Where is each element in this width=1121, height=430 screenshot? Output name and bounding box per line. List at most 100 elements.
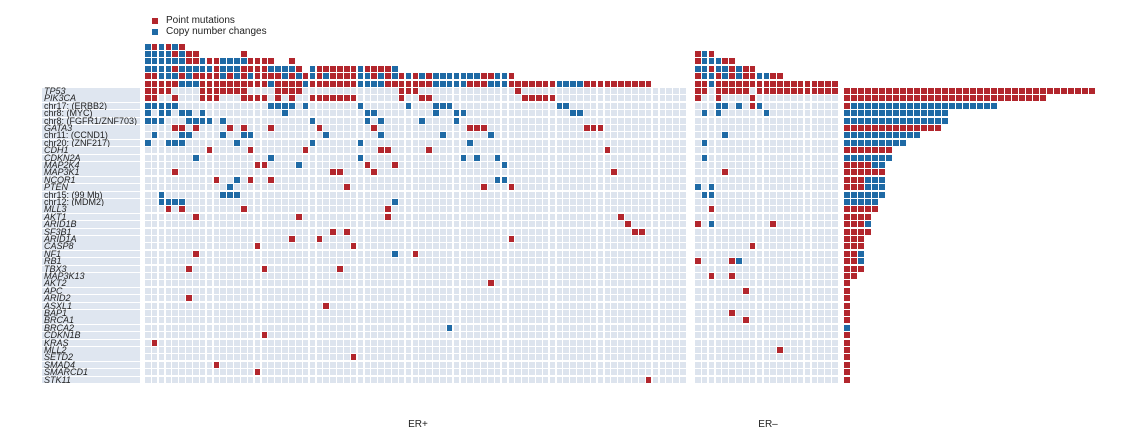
empty-cell <box>680 354 686 361</box>
empty-cell <box>206 361 213 368</box>
empty-cell <box>213 295 220 302</box>
empty-cell <box>391 361 398 368</box>
empty-cell <box>563 236 570 242</box>
empty-cell <box>234 243 240 250</box>
empty-cell <box>439 213 446 220</box>
sample-bar-mutation-square <box>241 51 247 57</box>
empty-cell <box>618 191 624 198</box>
empty-cell <box>494 147 501 154</box>
empty-cell <box>536 228 542 235</box>
empty-cell <box>405 250 412 257</box>
empty-cell <box>797 199 804 205</box>
empty-cell <box>729 154 735 161</box>
empty-cell <box>666 376 672 383</box>
empty-cell <box>749 139 756 146</box>
empty-cell <box>433 228 439 235</box>
empty-cell <box>784 332 790 339</box>
empty-cell <box>412 332 419 339</box>
empty-cell <box>261 199 268 205</box>
empty-cell <box>357 287 364 294</box>
empty-cell <box>481 273 487 279</box>
sample-bar-cna-square <box>439 73 446 80</box>
empty-cell <box>145 265 151 272</box>
sample-bar-mutation-square <box>743 65 749 72</box>
gene-label: ASXL1 <box>42 301 140 310</box>
empty-cell <box>323 213 329 220</box>
empty-cell <box>364 88 371 94</box>
empty-cell <box>584 236 590 242</box>
sample-bar-mutation-square <box>522 80 528 87</box>
empty-cell <box>701 206 708 213</box>
empty-cell <box>412 273 419 279</box>
sample-bar-mutation-square <box>749 65 756 72</box>
empty-cell <box>494 265 501 272</box>
empty-cell <box>522 228 528 235</box>
empty-cell <box>426 236 432 242</box>
empty-cell <box>522 139 528 146</box>
empty-cell <box>186 361 192 368</box>
empty-cell <box>611 273 618 279</box>
empty-cell <box>405 295 412 302</box>
empty-cell <box>467 191 473 198</box>
empty-cell <box>261 132 268 139</box>
empty-cell <box>158 139 165 146</box>
empty-cell <box>756 221 763 228</box>
empty-cell <box>343 354 350 361</box>
empty-cell <box>391 354 398 361</box>
empty-cell <box>199 139 206 146</box>
empty-cell <box>743 250 749 257</box>
empty-cell <box>337 221 343 228</box>
empty-cell <box>398 162 405 168</box>
empty-cell <box>508 139 515 146</box>
empty-cell <box>254 221 261 228</box>
empty-cell <box>563 221 570 228</box>
empty-cell <box>145 184 151 191</box>
empty-cell <box>529 317 535 324</box>
empty-cell <box>715 250 722 257</box>
gene-bar-mutation-square <box>900 95 906 102</box>
empty-cell <box>412 339 419 346</box>
empty-cell <box>680 110 686 117</box>
gene-label: PTEN <box>42 183 140 191</box>
empty-cell <box>357 273 364 279</box>
empty-cell <box>439 228 446 235</box>
empty-cell <box>467 376 473 383</box>
empty-cell <box>398 317 405 324</box>
empty-cell <box>515 102 522 109</box>
empty-cell <box>625 302 631 309</box>
empty-cell <box>638 332 645 339</box>
empty-cell <box>680 125 686 131</box>
empty-cell <box>549 324 556 331</box>
empty-cell <box>729 339 735 346</box>
empty-cell <box>193 280 199 287</box>
gene-label: KRAS <box>42 338 140 347</box>
empty-cell <box>398 332 405 339</box>
empty-cell <box>179 102 185 109</box>
empty-cell <box>818 250 825 257</box>
empty-cell <box>729 110 735 117</box>
sample-bar-mutation-square <box>337 80 343 87</box>
sample-bar-cna-square <box>165 51 172 57</box>
empty-cell <box>151 191 158 198</box>
copy-number-cell <box>439 132 446 139</box>
empty-cell <box>199 147 206 154</box>
empty-cell <box>186 302 192 309</box>
empty-cell <box>777 154 783 161</box>
empty-cell <box>756 361 763 368</box>
empty-cell <box>522 221 528 228</box>
empty-cell <box>770 265 777 272</box>
empty-cell <box>570 295 576 302</box>
empty-cell <box>460 332 467 339</box>
empty-cell <box>193 147 199 154</box>
empty-cell <box>186 339 192 346</box>
empty-cell <box>597 354 604 361</box>
empty-cell <box>247 213 254 220</box>
empty-cell <box>590 154 597 161</box>
empty-cell <box>515 147 522 154</box>
sample-bar-mutation-square <box>715 80 722 87</box>
sample-bar-mutation-square <box>756 80 763 87</box>
empty-cell <box>584 88 590 94</box>
empty-cell <box>433 95 439 102</box>
empty-cell <box>632 302 638 309</box>
empty-cell <box>282 317 288 324</box>
